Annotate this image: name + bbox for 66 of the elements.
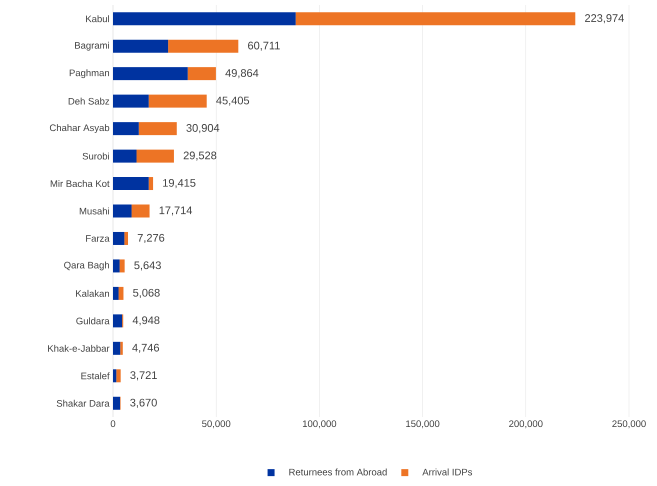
total-label: 4,746 — [132, 344, 160, 353]
y-tick-label: Khak-e-Jabbar — [48, 344, 110, 352]
total-label: 45,405 — [216, 96, 250, 106]
bar — [124, 232, 128, 245]
bar — [296, 12, 576, 26]
y-tick-label: Kalakan — [76, 290, 110, 297]
y-tick-label: Qara Bagh — [64, 262, 110, 270]
total-label: 29,528 — [184, 152, 216, 161]
total-label: 17,714 — [160, 206, 192, 216]
x-tick-label: 150,000 — [406, 420, 440, 428]
bar — [113, 67, 188, 80]
y-tick-label: Mir Bacha Kot — [50, 180, 110, 188]
x-tick-label: 250,000 — [612, 420, 646, 428]
bar — [113, 314, 122, 328]
bar — [168, 40, 238, 53]
bar — [188, 67, 216, 80]
bar — [113, 342, 120, 355]
bar — [113, 177, 149, 190]
y-tick-label: Musahi — [80, 208, 109, 214]
bar — [113, 204, 132, 218]
bar — [113, 94, 149, 108]
bar — [132, 204, 150, 218]
bar — [113, 122, 139, 136]
total-label: 223,974 — [585, 14, 624, 24]
y-tick-label: Kabul — [86, 15, 109, 22]
total-label: 5,068 — [133, 288, 160, 298]
bar — [116, 369, 121, 382]
bar — [113, 150, 137, 163]
y-tick-label: Paghman — [70, 69, 110, 78]
bar — [148, 94, 207, 108]
bar — [113, 40, 168, 53]
total-label: 30,904 — [186, 124, 220, 134]
bar — [120, 342, 123, 355]
x-tick-label: 200,000 — [509, 420, 543, 428]
y-tick-label: Farza — [86, 235, 110, 242]
total-label: 5,643 — [134, 261, 161, 270]
x-tick-label: 100,000 — [302, 420, 336, 428]
y-tick-label: Surobi — [82, 152, 109, 160]
bar — [120, 259, 125, 272]
y-tick-label: Estalef — [81, 372, 110, 380]
bar — [148, 177, 154, 190]
total-label: 49,864 — [225, 69, 258, 78]
total-label: 19,415 — [163, 178, 196, 188]
bar — [113, 259, 120, 272]
total-label: 3,721 — [130, 371, 157, 380]
y-tick-label: Shakar Dara — [56, 400, 110, 407]
y-tick-label: Guldara — [76, 317, 110, 324]
x-tick-label: 50,000 — [202, 420, 230, 428]
bar — [113, 12, 296, 26]
legend-label: Arrival IDPs — [422, 468, 472, 476]
bar — [136, 150, 174, 163]
bar — [118, 286, 124, 300]
x-tick-label: 0 — [110, 420, 116, 428]
bar — [113, 232, 124, 245]
total-label: 4,948 — [132, 316, 160, 326]
total-label: 3,670 — [130, 398, 157, 408]
y-tick-label: Chahar Asyab — [50, 124, 110, 134]
y-tick-label: Bagrami — [75, 42, 109, 51]
bar — [138, 122, 177, 136]
y-tick-label: Deh Sabz — [68, 98, 110, 105]
bar — [113, 286, 119, 300]
total-label: 60,711 — [248, 42, 280, 51]
bar — [113, 369, 116, 382]
total-label: 7,276 — [138, 234, 164, 244]
bar — [113, 396, 120, 410]
legend-label: Returnees from Abroad — [289, 468, 387, 476]
